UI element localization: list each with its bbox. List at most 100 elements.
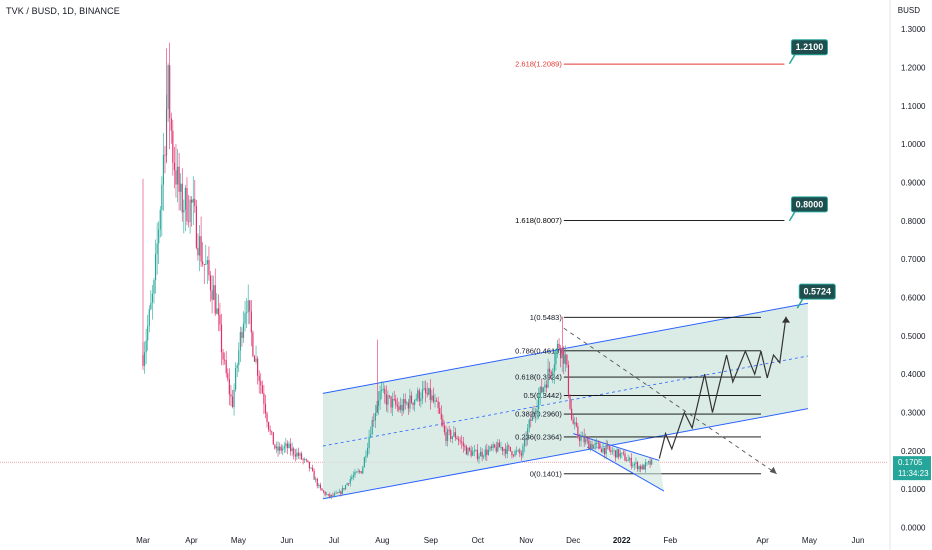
target-callout: 1.2100 [788, 39, 828, 65]
candle-body [608, 445, 610, 450]
candle-body [351, 477, 353, 480]
candle-body [489, 446, 491, 450]
candle-body [268, 422, 270, 430]
candle-body [266, 413, 268, 423]
candle-body [611, 451, 614, 452]
candle-body [176, 166, 179, 185]
candle-body [189, 199, 191, 222]
candle-body [330, 494, 332, 497]
candle-body [257, 358, 259, 376]
candle-body [417, 390, 419, 399]
candle-body [169, 65, 171, 118]
candle-body [175, 170, 177, 185]
candle-body [294, 454, 296, 457]
candle-body [497, 442, 499, 452]
candle-body [415, 398, 417, 401]
candle-body [285, 443, 287, 447]
candle-body [271, 431, 273, 433]
candle-body [484, 449, 486, 457]
fib-level-label: 0.236(0.2364) [515, 432, 562, 441]
candle-body [192, 198, 194, 203]
candle-body [429, 388, 431, 401]
candle-body [371, 420, 373, 435]
y-tick-label: 0.6000 [901, 294, 926, 303]
target-label: 0.8000 [796, 199, 824, 209]
candle-body [605, 445, 607, 455]
candle-body [379, 391, 381, 401]
candle-body [272, 432, 274, 445]
candle-body [412, 402, 414, 405]
downtrend-arrowhead [769, 466, 777, 474]
candle-body [326, 494, 328, 496]
candle-body [591, 444, 593, 449]
time-axis[interactable]: Mar Apr May Jun Jul Aug Sep Oct Nov Dec 2022 Feb Apr… [136, 536, 864, 545]
y-tick-label: 0.2000 [901, 447, 926, 456]
candle-body [425, 388, 427, 393]
candle-body [622, 452, 625, 454]
candle-body [235, 368, 237, 390]
candle-body [640, 466, 642, 470]
candle-body [365, 455, 367, 458]
candle-body [322, 490, 325, 492]
candle-body [344, 485, 347, 490]
candle-body [627, 459, 629, 461]
candle-body [332, 494, 334, 496]
candle-body [153, 280, 155, 294]
candle-body [564, 354, 566, 364]
candle-body [443, 425, 446, 433]
candle-body [269, 429, 271, 432]
y-tick-label: 1.2000 [901, 64, 926, 73]
candle-body [647, 461, 650, 463]
candle-body [315, 478, 317, 480]
candle-body [527, 428, 529, 441]
candle-body [233, 389, 235, 408]
candle-body [195, 206, 197, 248]
price-axis[interactable]: 1.3000 1.2000 1.1000 1.0000 0.9000 0.8000 0.70… [889, 0, 926, 550]
candle-body [173, 162, 175, 171]
candle-body [180, 183, 182, 192]
candle-body [530, 419, 532, 421]
candle-body [583, 435, 585, 443]
candle-body [393, 398, 395, 400]
candle-body [580, 436, 582, 441]
candle-body [145, 340, 147, 353]
candle-body [148, 309, 150, 326]
candle-body [506, 445, 508, 454]
candle-body [304, 459, 306, 460]
candle-body [517, 450, 519, 451]
candle-body [299, 453, 301, 456]
candle-body [264, 403, 267, 414]
x-tick-label: Feb [663, 536, 677, 545]
candle-body [630, 457, 632, 467]
y-tick-label: 1.1000 [901, 102, 926, 111]
target-box [798, 283, 836, 300]
target-box [790, 196, 828, 213]
candle-body [473, 450, 475, 452]
candle-body [550, 371, 552, 375]
candle-body [636, 462, 639, 470]
candle-body [200, 236, 202, 262]
candlesticks [142, 42, 653, 500]
candle-body [420, 398, 422, 402]
candle-body [585, 439, 587, 443]
y-tick-label: 0.8000 [901, 217, 926, 226]
candle-body [208, 260, 210, 276]
y-tick-label: 0.7000 [901, 255, 926, 264]
candle-body [418, 390, 420, 402]
candle-body [278, 446, 281, 451]
candle-body [275, 446, 278, 449]
candle-body [486, 449, 488, 455]
candle-body [421, 389, 424, 399]
y-tick-label: 0.1000 [901, 485, 926, 494]
candle-body [596, 442, 598, 444]
candle-body [374, 412, 376, 421]
candle-body [459, 440, 461, 442]
channel-mid-line [322, 355, 808, 447]
candle-body [528, 419, 530, 429]
candle-body [158, 229, 160, 244]
candle-body [352, 475, 354, 478]
candle-body [446, 429, 449, 442]
candle-body [150, 302, 152, 310]
candle-body [338, 491, 340, 493]
